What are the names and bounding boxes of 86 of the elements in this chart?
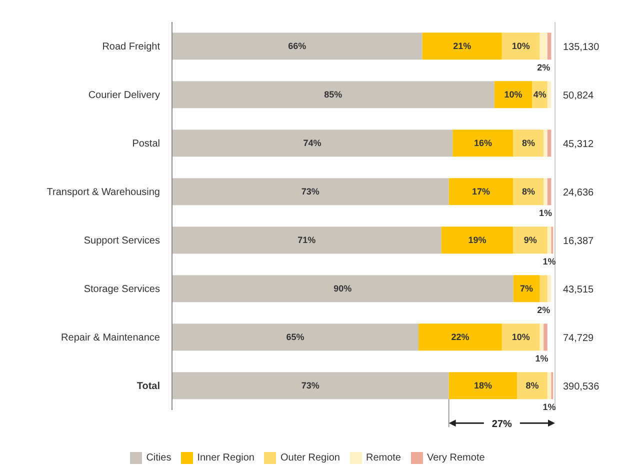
bar bbox=[418, 324, 502, 351]
data-label: 66% bbox=[288, 41, 306, 52]
text: 390,536 bbox=[563, 381, 600, 392]
bar bbox=[172, 130, 453, 157]
bar bbox=[544, 324, 548, 351]
data-label: 73% bbox=[301, 186, 320, 197]
bar bbox=[448, 372, 518, 400]
data-label: 10% bbox=[512, 41, 530, 52]
text: 24,636 bbox=[563, 187, 594, 198]
bar bbox=[517, 372, 548, 400]
legend-label: Outer Region bbox=[280, 452, 340, 464]
bar bbox=[547, 275, 552, 302]
data-label: 21% bbox=[453, 41, 472, 52]
text: 45,312 bbox=[563, 138, 594, 150]
bar bbox=[544, 178, 548, 206]
text: 16,387 bbox=[563, 236, 594, 247]
data-label: 7% bbox=[520, 284, 534, 294]
data-label: 8% bbox=[522, 186, 535, 197]
data-label: 18% bbox=[474, 380, 492, 391]
data-label: 10% bbox=[512, 332, 530, 342]
bar bbox=[172, 324, 418, 351]
data-label: 9% bbox=[524, 235, 537, 246]
data-label: 17% bbox=[472, 186, 490, 197]
bar bbox=[172, 275, 514, 302]
y-tick-label: Road Freight bbox=[102, 41, 160, 52]
bar bbox=[448, 178, 514, 206]
data-label: 22% bbox=[451, 332, 470, 342]
text: 43,515 bbox=[563, 284, 594, 296]
bar bbox=[547, 32, 552, 60]
data-label: 71% bbox=[298, 235, 316, 246]
data-label: 90% bbox=[334, 284, 352, 294]
text: 27% bbox=[492, 419, 512, 430]
data-label: 65% bbox=[286, 332, 304, 342]
bar bbox=[547, 178, 552, 206]
data-label: 85% bbox=[324, 90, 342, 100]
bar bbox=[441, 226, 514, 254]
bar bbox=[540, 324, 544, 351]
bar bbox=[547, 372, 552, 400]
data-label: 74% bbox=[303, 138, 322, 148]
data-label: 73% bbox=[301, 380, 320, 391]
bar bbox=[502, 324, 540, 351]
text: 74,729 bbox=[563, 332, 594, 344]
data-label: 10% bbox=[504, 90, 522, 100]
bar bbox=[540, 275, 548, 302]
y-tick-label: Postal bbox=[132, 138, 160, 150]
data-label: 1% bbox=[539, 208, 552, 218]
y-tick-label: Support Services bbox=[84, 235, 160, 246]
bar bbox=[494, 81, 532, 108]
data-label: 2% bbox=[537, 305, 550, 316]
legend-label: Very Remote bbox=[426, 452, 485, 464]
bar bbox=[172, 81, 494, 108]
bar bbox=[513, 226, 548, 254]
text: 50,824 bbox=[563, 90, 594, 102]
bar bbox=[547, 130, 552, 157]
data-label: 4% bbox=[533, 90, 546, 100]
legend-label: Inner Region bbox=[197, 452, 254, 464]
data-label: 2% bbox=[537, 62, 550, 73]
bar bbox=[172, 178, 449, 206]
bar bbox=[513, 130, 544, 157]
y-tick-label: Storage Services bbox=[84, 284, 160, 295]
data-label: 19% bbox=[468, 235, 486, 246]
legend-label: Remote bbox=[366, 452, 401, 464]
data-label: 1% bbox=[542, 256, 556, 267]
bar bbox=[172, 372, 449, 400]
bar bbox=[172, 226, 442, 254]
bar bbox=[547, 226, 552, 254]
bar bbox=[172, 32, 422, 60]
bar bbox=[547, 81, 552, 108]
bar bbox=[513, 275, 540, 302]
data-label: 8% bbox=[522, 138, 535, 148]
legend-label: Cities bbox=[146, 452, 172, 464]
text: 135,130 bbox=[563, 42, 600, 53]
bar bbox=[502, 32, 540, 60]
y-tick-label: Courier Delivery bbox=[88, 90, 160, 101]
bar bbox=[544, 130, 548, 157]
data-label: 1% bbox=[535, 354, 548, 364]
y-tick-label: Total bbox=[136, 380, 160, 392]
y-tick-label: Repair & Maintenance bbox=[61, 332, 160, 344]
data-label: 1% bbox=[542, 402, 556, 412]
bar bbox=[513, 178, 544, 206]
y-tick-label: Transport & Warehousing bbox=[46, 186, 160, 198]
bar bbox=[422, 32, 502, 60]
data-label: 8% bbox=[526, 380, 539, 391]
bar bbox=[540, 32, 548, 60]
data-label: 16% bbox=[474, 138, 492, 148]
bar bbox=[452, 130, 514, 157]
